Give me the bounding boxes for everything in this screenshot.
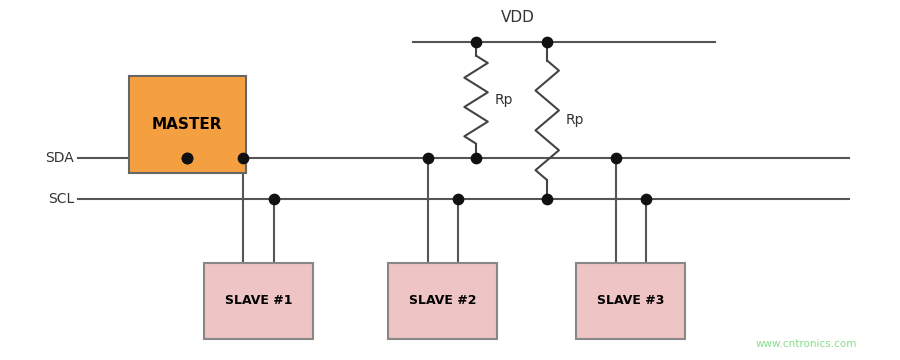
Bar bbox=[388, 263, 497, 339]
Point bbox=[450, 196, 464, 202]
Point bbox=[608, 155, 623, 161]
Point bbox=[420, 155, 435, 161]
Text: SCL: SCL bbox=[48, 192, 75, 206]
Text: Rp: Rp bbox=[494, 93, 513, 107]
Text: SLAVE #2: SLAVE #2 bbox=[409, 294, 476, 307]
Bar bbox=[204, 263, 313, 339]
Point bbox=[469, 39, 483, 45]
Text: www.cntronics.com: www.cntronics.com bbox=[755, 339, 857, 349]
Text: SLAVE #1: SLAVE #1 bbox=[225, 294, 292, 307]
Point bbox=[469, 155, 483, 161]
Bar bbox=[577, 263, 685, 339]
Point bbox=[236, 155, 250, 161]
Text: VDD: VDD bbox=[501, 10, 535, 25]
Point bbox=[180, 155, 194, 161]
Text: SLAVE #3: SLAVE #3 bbox=[598, 294, 664, 307]
Point bbox=[540, 39, 554, 45]
Point bbox=[180, 155, 194, 161]
Text: SDA: SDA bbox=[46, 150, 75, 165]
Text: MASTER: MASTER bbox=[152, 117, 222, 132]
Text: Rp: Rp bbox=[565, 113, 584, 127]
Point bbox=[540, 196, 554, 202]
Point bbox=[639, 196, 653, 202]
Point bbox=[266, 196, 281, 202]
Bar bbox=[129, 76, 246, 173]
